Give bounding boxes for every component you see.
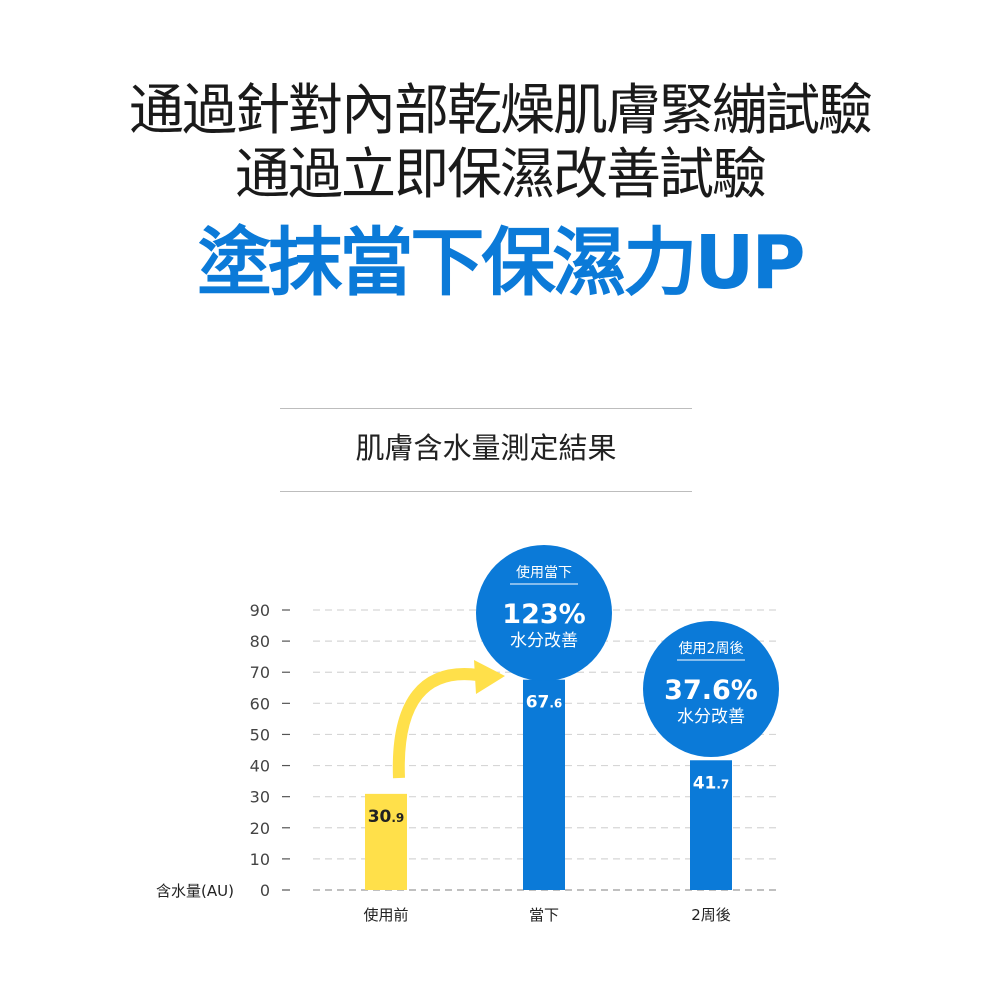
value-label: 41.7 [693,773,730,793]
divider-top [280,408,692,409]
y-tick-label: 40 [250,757,270,776]
headline-line-2: 通過立即保濕改善試驗 [234,142,767,206]
y-tick-label: 10 [250,850,270,869]
y-axis-label: 含水量(AU) [156,882,234,900]
y-tick-label: 30 [250,788,270,807]
callout-circle [476,545,612,681]
category-label: 使用前 [363,906,408,924]
callout-percent: 37.6% [664,675,758,706]
y-tick-label: 20 [250,819,270,838]
growth-arrow-shaft [392,668,479,779]
bar [365,793,407,890]
callout-percent: 123% [502,599,585,630]
y-tick-label: 80 [250,632,270,651]
callout-header: 使用2周後 [679,640,744,657]
callout-header: 使用當下 [516,564,572,581]
divider-bottom [280,491,692,492]
bars [365,679,732,890]
y-tick-label: 50 [250,725,270,744]
y-tick-label: 90 [250,601,270,620]
callout-text: 水分改善 [677,707,745,727]
growth-arrow-head [474,660,505,694]
callout-text: 水分改善 [510,631,578,651]
callout-circle [643,621,779,757]
headline-line-1: 通過針對內部乾燥肌膚緊繃試驗 [128,78,873,142]
chart-title: 肌膚含水量測定結果 [355,431,617,465]
value-label: 30.9 [368,807,405,827]
value-label: 67.6 [526,693,563,713]
y-tick-label: 0 [260,881,270,900]
bar [690,760,732,890]
y-tick-label: 60 [250,694,270,713]
category-label: 當下 [529,906,559,924]
y-tick-label: 70 [250,663,270,682]
labels: 30.9 使用前 67.6 當下 41.7 2周後 [363,693,730,924]
headline-highlight: 塗抹當下保濕力UP [197,220,805,306]
growth-arrow [392,660,505,779]
category-label: 2周後 [691,906,731,924]
y-axis: 0 10 20 30 40 50 60 70 80 90 含水量(AU) [156,601,290,900]
bar [523,679,565,890]
